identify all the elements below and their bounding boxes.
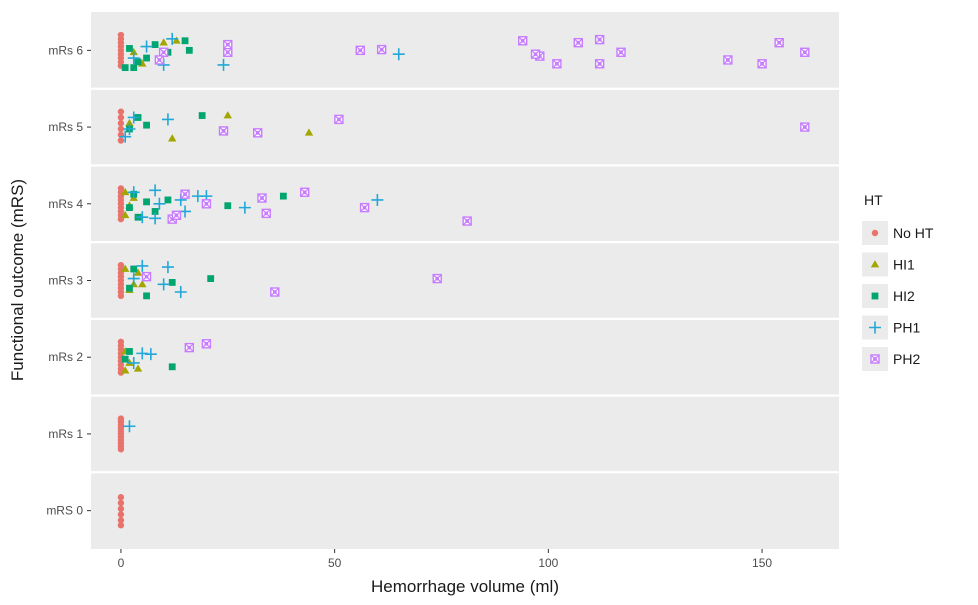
data-point-ph2 — [758, 60, 766, 68]
data-point-ph2 — [356, 46, 364, 54]
y-tick-label: mRs 1 — [48, 427, 83, 441]
legend-key-hi2 — [872, 293, 879, 300]
legend-label: PH1 — [893, 320, 920, 336]
data-point-hi2 — [169, 363, 176, 370]
data-point-no-ht — [118, 522, 124, 528]
data-point-ph2 — [224, 41, 232, 49]
data-point-ph2 — [202, 340, 210, 348]
data-point-no-ht — [118, 293, 124, 299]
x-tick-label: 50 — [328, 556, 342, 570]
data-point-hi2 — [130, 266, 137, 273]
data-point-hi2 — [143, 122, 150, 129]
data-point-ph2 — [775, 39, 783, 47]
data-point-ph2 — [301, 188, 309, 196]
data-point-no-ht — [118, 494, 124, 500]
x-tick-label: 150 — [752, 556, 772, 570]
data-point-hi2 — [143, 292, 150, 299]
data-point-no-ht — [118, 446, 124, 452]
data-point-ph2 — [361, 204, 369, 212]
data-point-ph2 — [181, 190, 189, 198]
data-point-ph2 — [433, 275, 441, 283]
data-point-ph2 — [258, 194, 266, 202]
data-point-ph2 — [172, 211, 180, 219]
data-point-ph2 — [519, 37, 527, 45]
y-axis-title: Functional outcome (mRS) — [8, 179, 27, 381]
data-point-hi2 — [122, 356, 129, 363]
data-point-ph2 — [596, 36, 604, 44]
data-point-no-ht — [118, 109, 124, 115]
data-point-no-ht — [118, 126, 124, 132]
data-point-ph2 — [378, 46, 386, 54]
plot-panel — [91, 12, 839, 549]
legend-label: HI1 — [893, 257, 915, 273]
data-point-hi2 — [280, 193, 287, 200]
data-point-hi2 — [126, 348, 133, 355]
y-tick-label: mRs 5 — [48, 120, 83, 134]
legend-key-ph2 — [871, 355, 879, 363]
data-point-ph2 — [801, 48, 809, 56]
data-point-ph2 — [220, 127, 228, 135]
legend-key-no-ht — [872, 230, 878, 236]
data-point-ph2 — [262, 209, 270, 217]
y-tick-label: mRs 6 — [48, 43, 83, 57]
data-point-ph2 — [532, 50, 540, 58]
data-point-ph2 — [254, 129, 262, 137]
data-point-hi2 — [126, 45, 133, 52]
data-point-ph2 — [224, 48, 232, 56]
data-point-ph2 — [202, 200, 210, 208]
data-point-hi2 — [126, 204, 133, 211]
data-point-hi2 — [169, 279, 176, 286]
data-point-hi2 — [152, 41, 159, 48]
data-point-no-ht — [118, 506, 124, 512]
data-point-ph2 — [553, 60, 561, 68]
legend-label: PH2 — [893, 351, 920, 367]
data-point-ph2 — [801, 123, 809, 131]
data-point-ph2 — [596, 60, 604, 68]
x-tick-label: 100 — [538, 556, 558, 570]
data-point-no-ht — [118, 114, 124, 120]
data-point-hi2 — [135, 58, 142, 65]
data-point-hi2 — [186, 47, 193, 54]
data-point-no-ht — [118, 500, 124, 506]
data-point-ph2 — [143, 273, 151, 281]
data-point-ph2 — [617, 48, 625, 56]
x-tick-label: 0 — [118, 556, 125, 570]
data-point-ph2 — [271, 288, 279, 296]
legend-label: HI2 — [893, 288, 915, 304]
data-point-hi2 — [224, 202, 231, 209]
y-tick-label: mRs 3 — [48, 274, 83, 288]
data-point-hi2 — [122, 64, 129, 71]
data-point-no-ht — [118, 511, 124, 517]
data-point-ph2 — [574, 39, 582, 47]
data-point-hi2 — [182, 37, 189, 44]
data-point-ph2 — [335, 115, 343, 123]
data-point-ph2 — [185, 344, 193, 352]
data-point-hi2 — [143, 55, 150, 62]
y-tick-label: mRS 0 — [46, 504, 83, 518]
data-point-hi2 — [126, 285, 133, 292]
data-point-ph2 — [155, 56, 163, 64]
data-point-ph2 — [463, 217, 471, 225]
legend-label: No HT — [893, 225, 934, 241]
y-axis-ticks: mRS 0 mRs 1 mRs 2 mRs 3 mRs 4 mRs 5 mRs 6 — [46, 43, 91, 517]
x-axis-ticks: 0 50 100 150 — [118, 549, 773, 570]
x-axis-title: Hemorrhage volume (ml) — [371, 577, 559, 596]
legend: HT No HT HI1 HI2 PH1 PH2 — [862, 192, 934, 371]
data-point-ph2 — [160, 48, 168, 56]
data-point-hi2 — [143, 198, 150, 205]
data-point-ph2 — [724, 56, 732, 64]
data-point-no-ht — [118, 120, 124, 126]
data-point-hi2 — [207, 275, 214, 282]
data-point-hi2 — [165, 197, 172, 204]
data-point-hi2 — [199, 112, 206, 119]
y-tick-label: mRs 2 — [48, 350, 83, 364]
legend-title: HT — [864, 192, 883, 208]
y-tick-label: mRs 4 — [48, 197, 83, 211]
data-point-no-ht — [118, 137, 124, 143]
